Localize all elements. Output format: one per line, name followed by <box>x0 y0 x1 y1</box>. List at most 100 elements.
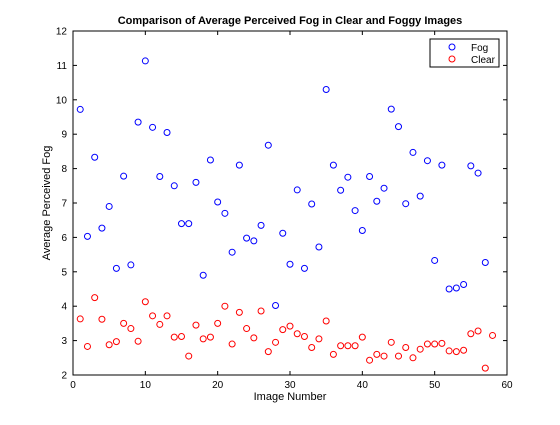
data-point-fog <box>149 123 157 131</box>
data-point-clear <box>452 348 460 356</box>
data-point-clear <box>214 319 222 327</box>
data-point-fog <box>351 207 359 215</box>
data-point-fog <box>98 224 106 232</box>
data-point-fog <box>358 227 366 235</box>
data-point-clear <box>438 339 446 347</box>
data-point-fog <box>474 169 482 177</box>
data-point-clear <box>351 342 359 350</box>
data-point-fog <box>481 259 489 267</box>
data-point-clear <box>322 317 330 325</box>
data-point-clear <box>76 315 84 323</box>
x-tick-label: 10 <box>140 380 152 391</box>
data-point-clear <box>293 330 301 338</box>
data-point-fog <box>272 302 280 310</box>
data-point-clear <box>481 364 489 372</box>
data-point-fog <box>315 243 323 251</box>
data-point-clear <box>279 326 287 334</box>
data-point-fog <box>134 118 142 126</box>
data-point-clear <box>373 350 381 358</box>
data-point-fog <box>279 229 287 237</box>
data-point-clear <box>185 352 193 360</box>
data-point-fog <box>105 202 113 210</box>
data-point-clear <box>272 338 280 346</box>
data-point-fog <box>402 200 410 208</box>
data-point-clear <box>431 340 439 348</box>
x-tick-label: 30 <box>284 380 296 391</box>
y-tick-label: 11 <box>57 61 68 72</box>
data-point-fog <box>91 153 99 161</box>
legend-label-clear: Clear <box>471 55 496 66</box>
data-point-clear <box>344 342 352 350</box>
data-point-clear <box>395 352 402 360</box>
series-clear <box>76 294 497 372</box>
data-point-fog <box>438 161 446 169</box>
data-markers <box>76 57 497 372</box>
y-axis-label: Average Perceived Fog <box>41 146 53 261</box>
plot-area <box>72 30 508 376</box>
y-tick-label: 4 <box>61 302 67 313</box>
chart-title: Comparison of Average Perceived Fog in C… <box>118 15 463 27</box>
data-point-fog <box>141 57 149 65</box>
data-point-fog <box>127 261 135 269</box>
data-point-clear <box>105 341 113 349</box>
data-point-clear <box>366 356 374 364</box>
data-point-fog <box>185 220 193 228</box>
data-point-fog <box>409 148 417 156</box>
data-point-fog <box>373 197 381 205</box>
data-point-clear <box>474 327 482 335</box>
data-point-clear <box>409 354 417 362</box>
data-point-fog <box>228 248 236 256</box>
x-tick-label: 0 <box>70 380 76 391</box>
data-point-clear <box>250 334 258 342</box>
legend-box <box>429 38 500 68</box>
data-point-clear <box>257 307 265 315</box>
data-point-clear <box>308 343 316 351</box>
data-point-fog <box>178 220 185 228</box>
data-point-clear <box>445 347 453 355</box>
data-point-clear <box>141 298 149 306</box>
data-point-fog <box>387 105 395 113</box>
data-point-clear <box>243 325 251 333</box>
data-point-fog <box>322 85 330 93</box>
x-tick-label: 40 <box>357 380 369 391</box>
data-point-clear <box>387 338 395 346</box>
x-axis-label: Image Number <box>254 391 327 403</box>
data-point-fog <box>156 173 164 181</box>
data-point-fog <box>235 161 243 169</box>
y-tick-label: 3 <box>61 336 67 347</box>
data-point-fog <box>337 186 345 194</box>
data-point-fog <box>452 284 460 292</box>
y-tick-label: 12 <box>56 27 68 38</box>
legend-label-fog: Fog <box>471 43 488 54</box>
data-point-clear <box>134 337 142 345</box>
y-tick-label: 7 <box>61 199 67 210</box>
data-point-fog <box>257 221 265 229</box>
legend: Fog Clear <box>429 38 500 68</box>
data-point-clear <box>156 320 164 328</box>
data-point-fog <box>120 172 128 180</box>
data-point-clear <box>402 343 410 351</box>
data-point-clear <box>120 319 128 327</box>
data-point-clear <box>416 345 424 353</box>
y-tick-label: 2 <box>61 371 67 382</box>
legend-marker-clear <box>448 55 456 63</box>
data-point-fog <box>76 105 84 113</box>
data-point-clear <box>149 312 157 320</box>
data-point-clear <box>112 338 120 346</box>
data-point-clear <box>264 348 272 356</box>
y-tick-label: 10 <box>56 95 68 106</box>
data-point-fog <box>460 281 468 289</box>
axis-tick-labels: 0 10 20 30 40 50 60 2 3 4 5 6 7 8 9 10 11 12 <box>56 27 513 392</box>
data-point-fog <box>221 209 229 217</box>
data-point-fog <box>83 232 91 240</box>
data-point-fog <box>329 161 337 169</box>
y-tick-label: 8 <box>61 164 67 175</box>
data-point-fog <box>250 237 258 245</box>
data-point-clear <box>163 312 171 320</box>
data-point-clear <box>221 302 229 310</box>
data-point-fog <box>243 234 251 242</box>
data-point-fog <box>380 184 388 192</box>
data-point-clear <box>358 333 366 341</box>
